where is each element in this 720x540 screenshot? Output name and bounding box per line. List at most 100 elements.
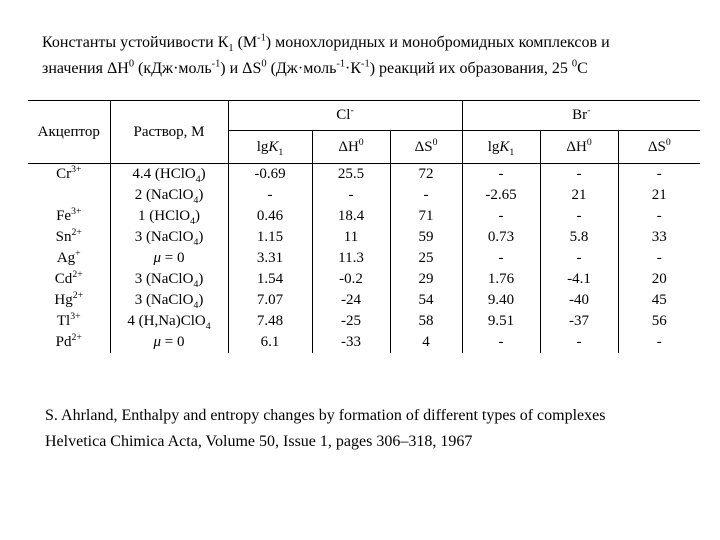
ds-cl-cell: 71 bbox=[390, 206, 463, 227]
table-row: Cd2+ 3 (NaClO4) 1.54 -0.2 29 1.76 -4.1 2… bbox=[28, 269, 700, 290]
col-group-chloride: Cl- bbox=[228, 100, 463, 131]
ds-cl-cell: - bbox=[390, 185, 463, 206]
table-row: Hg2+ 3 (NaClO4) 7.07 -24 54 9.40 -40 45 bbox=[28, 290, 700, 311]
lgk1-br-cell: 0.73 bbox=[462, 227, 541, 248]
lgk1-br-cell: -2.65 bbox=[462, 185, 541, 206]
page-title-line-2: значения ΔН0 (кДж·моль-1) и ΔS0 (Дж·моль… bbox=[42, 58, 588, 77]
ds-cl-cell: 4 bbox=[390, 332, 463, 353]
page-title-line-1: Константы устойчивости К1 (М-1) монохлор… bbox=[42, 32, 610, 55]
acceptor-cell: Tl3+ bbox=[28, 311, 111, 332]
dh-br-cell: 21 bbox=[540, 185, 619, 206]
dh-cl-cell: 18.4 bbox=[312, 206, 391, 227]
dh-br-cell: - bbox=[540, 163, 619, 185]
ds-cl-cell: 25 bbox=[390, 248, 463, 269]
ds-br-cell: - bbox=[656, 166, 662, 182]
col-header-ds-br: ΔS0 bbox=[618, 130, 701, 164]
table-row: Sn2+ 3 (NaClO4) 1.15 11 59 0.73 5.8 33 bbox=[28, 227, 700, 248]
dh-cl-cell: - bbox=[312, 185, 391, 206]
lgk1-cl-cell: 1.15 bbox=[228, 227, 313, 248]
dh-cl-cell: -33 bbox=[312, 332, 391, 353]
lgk1-cl-cell: 7.48 bbox=[228, 311, 313, 332]
citation-line-2: Helvetica Chimica Acta, Volume 50, Issue… bbox=[45, 433, 473, 450]
dh-cl-cell: 11 bbox=[312, 227, 391, 248]
acceptor-cell: Cd2+ bbox=[28, 269, 111, 290]
ds-br-cell: - bbox=[656, 334, 662, 350]
solution-cell: μ = 0 bbox=[110, 248, 229, 269]
lgk1-cl-cell: 7.07 bbox=[228, 290, 313, 311]
lgk1-br-cell: - bbox=[462, 206, 541, 227]
col-header-lgk1-cl: lgK1 bbox=[228, 130, 313, 164]
acceptor-cell: Cr3+ bbox=[28, 163, 111, 185]
ds-br-cell: 20 bbox=[651, 271, 667, 287]
ds-cl-cell: 72 bbox=[390, 163, 463, 185]
lgk1-cl-cell: 1.54 bbox=[228, 269, 313, 290]
dh-cl-cell: -24 bbox=[312, 290, 391, 311]
col-header-ds-cl: ΔS0 bbox=[390, 130, 463, 164]
lgk1-cl-cell: 3.31 bbox=[228, 248, 313, 269]
lgk1-br-cell: 9.51 bbox=[462, 311, 541, 332]
lgk1-br-cell: - bbox=[462, 332, 541, 353]
ds-cl-cell: 59 bbox=[390, 227, 463, 248]
dh-br-cell: - bbox=[540, 206, 619, 227]
col-header-solution: Раствор, М bbox=[110, 100, 229, 164]
table-row: Pd2+ μ = 0 6.1 -33 4 - - - bbox=[28, 332, 700, 353]
table-row: Fe3+ 1 (HClO4) 0.46 18.4 71 - - - bbox=[28, 206, 700, 227]
lgk1-cl-cell: - bbox=[228, 185, 313, 206]
table-body: Cr3+ 4.4 (HClO4) -0.69 25.5 72 - - - 2 (… bbox=[28, 163, 700, 353]
dh-cl-cell: 11.3 bbox=[312, 248, 391, 269]
dh-br-cell: -37 bbox=[540, 311, 619, 332]
dh-br-cell: -4.1 bbox=[540, 269, 619, 290]
lgk1-br-cell: - bbox=[462, 248, 541, 269]
col-header-lgk1-br: lgK1 bbox=[462, 130, 541, 164]
lgk1-cl-cell: -0.69 bbox=[228, 163, 313, 185]
col-header-acceptor: Акцептор bbox=[28, 100, 111, 164]
slide: Константы устойчивости К1 (М-1) монохлор… bbox=[0, 30, 720, 540]
dh-br-cell: 5.8 bbox=[540, 227, 619, 248]
lgk1-br-cell: - bbox=[462, 163, 541, 185]
dh-cl-cell: 25.5 bbox=[312, 163, 391, 185]
solution-cell: 4 (H,Na)ClO4 bbox=[110, 311, 229, 332]
dh-br-cell: -40 bbox=[540, 290, 619, 311]
stability-constants-table: Акцептор Раствор, М Cl- Br- lgK1 ΔH0 ΔS0… bbox=[28, 100, 701, 353]
dh-br-cell: - bbox=[540, 332, 619, 353]
acceptor-cell: Pd2+ bbox=[28, 332, 111, 353]
acceptor-cell: Fe3+ bbox=[28, 206, 111, 227]
table-header-row-2: lgK1 ΔH0 ΔS0 lgK1 ΔH0 ΔS0 bbox=[28, 130, 701, 164]
dh-br-cell: - bbox=[540, 248, 619, 269]
solution-cell: 1 (HClO4) bbox=[110, 206, 229, 227]
ds-br-cell: 33 bbox=[651, 229, 667, 245]
ds-br-cell: - bbox=[656, 208, 662, 224]
ds-br-cell: 56 bbox=[651, 313, 667, 329]
solution-cell: 3 (NaClO4) bbox=[110, 269, 229, 290]
table-header-row-1: Акцептор Раствор, М Cl- Br- bbox=[28, 100, 701, 164]
ds-br-cell: - bbox=[656, 250, 662, 266]
solution-cell: 3 (NaClO4) bbox=[110, 227, 229, 248]
ds-cl-cell: 54 bbox=[390, 290, 463, 311]
acceptor-cell: Ag+ bbox=[28, 248, 111, 269]
ds-br-cell: 21 bbox=[651, 187, 667, 203]
lgk1-br-cell: 9.40 bbox=[462, 290, 541, 311]
solution-cell: 4.4 (HClO4) bbox=[110, 163, 229, 185]
lgk1-cl-cell: 6.1 bbox=[228, 332, 313, 353]
table-row: Tl3+ 4 (H,Na)ClO4 7.48 -25 58 9.51 -37 5… bbox=[28, 311, 700, 332]
ds-cl-cell: 29 bbox=[390, 269, 463, 290]
solution-cell: 3 (NaClO4) bbox=[110, 290, 229, 311]
col-group-bromide: Br- bbox=[462, 100, 701, 131]
page-title: Константы устойчивости К1 (М-1) монохлор… bbox=[42, 30, 690, 82]
dh-cl-cell: -25 bbox=[312, 311, 391, 332]
ds-cl-cell: 58 bbox=[390, 311, 463, 332]
ds-br-cell: 45 bbox=[651, 292, 667, 308]
acceptor-cell: Hg2+ bbox=[28, 290, 111, 311]
acceptor-cell: Sn2+ bbox=[28, 227, 111, 248]
dh-cl-cell: -0.2 bbox=[312, 269, 391, 290]
table-row: Cr3+ 4.4 (HClO4) -0.69 25.5 72 - - - bbox=[28, 163, 700, 185]
col-header-dh-br: ΔH0 bbox=[540, 130, 619, 164]
table-row: Ag+ μ = 0 3.31 11.3 25 - - - bbox=[28, 248, 700, 269]
lgk1-cl-cell: 0.46 bbox=[228, 206, 313, 227]
table-row: 2 (NaClO4) - - - -2.65 21 21 bbox=[28, 185, 700, 206]
solution-cell: μ = 0 bbox=[110, 332, 229, 353]
citation: S. Ahrland, Enthalpy and entropy changes… bbox=[45, 403, 680, 455]
solution-cell: 2 (NaClO4) bbox=[110, 185, 229, 206]
col-header-dh-cl: ΔH0 bbox=[312, 130, 391, 164]
acceptor-cell bbox=[28, 185, 111, 206]
